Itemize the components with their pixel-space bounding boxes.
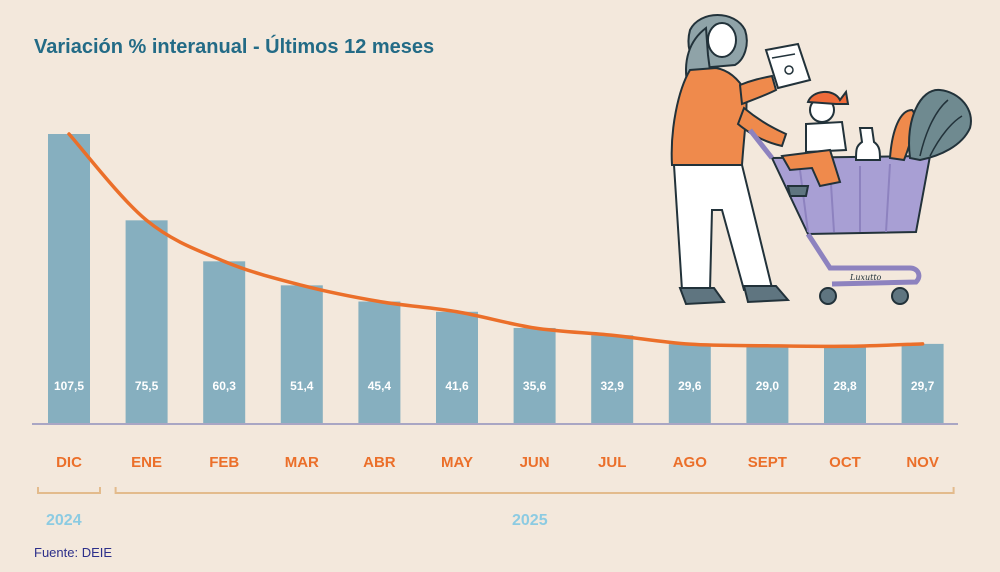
source-note: Fuente: DEIE	[34, 545, 113, 560]
value-label-sept: 29,0	[756, 379, 780, 393]
tick-label-oct: OCT	[829, 454, 861, 471]
value-label-ago: 29,6	[678, 379, 702, 393]
value-label-jun: 35,6	[523, 379, 547, 393]
tick-label-mar: MAR	[285, 454, 319, 471]
shopping-illustration: Luxutto	[670, 14, 972, 306]
tick-label-feb: FEB	[209, 454, 239, 471]
tick-label-dic: DIC	[56, 454, 82, 471]
trend-line	[67, 132, 925, 349]
tick-label-sept: SEPT	[748, 454, 787, 471]
bar-mar	[280, 285, 323, 424]
value-label-dic: 107,5	[54, 379, 84, 393]
tick-label-jul: JUL	[598, 454, 626, 471]
bar-ene	[125, 220, 168, 424]
value-label-oct: 28,8	[833, 379, 857, 393]
chart-title: Variación % interanual - Últimos 12 mese…	[34, 36, 435, 58]
value-label-ene: 75,5	[135, 379, 159, 393]
tick-label-abr: ABR	[363, 454, 396, 471]
tick-label-ago: AGO	[673, 454, 708, 471]
bar-abr	[358, 301, 401, 424]
bar-jun	[513, 327, 556, 424]
year-label-2025: 2025	[512, 512, 548, 529]
bar-sept	[746, 345, 789, 424]
tick-labels-group: DIC ENE FEB MAR ABR MAY JUN JUL AGO SEPT OCT NOV	[56, 454, 939, 471]
bar-jul	[591, 335, 634, 424]
bar-may	[436, 311, 478, 424]
value-label-jul: 32,9	[601, 379, 625, 393]
year-bracket-2025	[114, 487, 955, 494]
bar-dic	[48, 134, 90, 424]
bar-ago	[668, 344, 711, 424]
svg-text:Luxutto: Luxutto	[849, 273, 882, 282]
bar-nov	[901, 343, 944, 424]
value-label-may: 41,6	[445, 379, 469, 393]
year-bracket-2024	[37, 487, 101, 494]
value-label-abr: 45,4	[368, 379, 392, 393]
bar-feb	[203, 261, 246, 424]
tick-label-ene: ENE	[131, 454, 162, 471]
bars-group	[48, 134, 944, 424]
value-label-nov: 29,7	[911, 379, 935, 393]
year-brackets-group	[37, 487, 955, 494]
tick-label-nov: NOV	[906, 454, 939, 471]
value-label-mar: 51,4	[290, 379, 314, 393]
value-labels-group: 107,5 75,5 60,3 51,4 45,4 41,6 35,6 32,9 29,6 29,…	[54, 379, 935, 393]
year-label-2024: 2024	[46, 512, 82, 529]
tick-label-may: MAY	[441, 454, 473, 471]
bar-oct	[824, 346, 866, 424]
value-label-feb: 60,3	[213, 379, 237, 393]
tick-label-jun: JUN	[520, 454, 550, 471]
